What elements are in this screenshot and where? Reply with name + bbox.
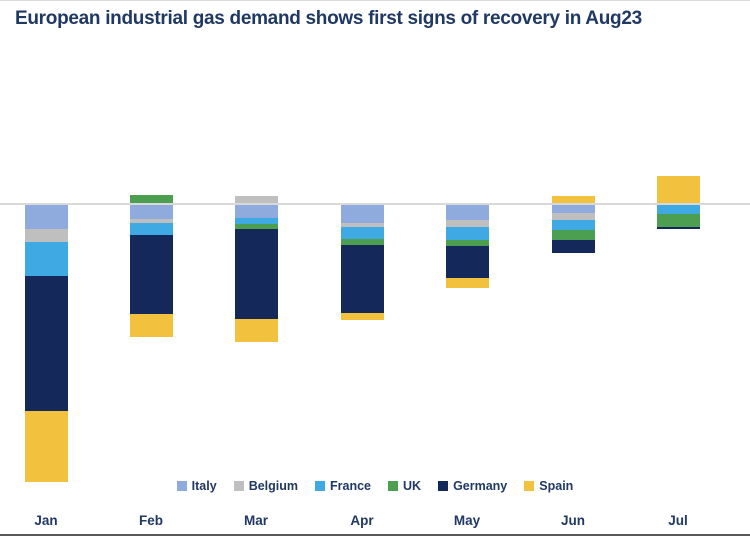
bar-jul-spain bbox=[656, 176, 700, 204]
bar-jun-france bbox=[551, 220, 595, 230]
bar-jan-spain bbox=[24, 411, 68, 482]
bar-mar-italy bbox=[234, 204, 278, 218]
legend-item-spain: Spain bbox=[524, 479, 573, 493]
legend-swatch-italy bbox=[176, 481, 187, 491]
x-label-may: May bbox=[453, 513, 481, 528]
bar-may-france bbox=[445, 227, 489, 240]
bar-may-spain bbox=[445, 278, 489, 288]
bar-feb-belgium bbox=[129, 219, 173, 223]
bar-jul-uk bbox=[656, 214, 700, 227]
bar-may-belgium bbox=[445, 220, 489, 227]
bar-may-italy bbox=[445, 204, 489, 220]
x-label-apr: Apr bbox=[350, 513, 374, 528]
bar-mar-belgium bbox=[234, 196, 278, 204]
chart-title: European industrial gas demand shows fir… bbox=[15, 8, 642, 29]
legend-item-uk: UK bbox=[388, 479, 421, 493]
x-label-mar: Mar bbox=[243, 513, 269, 528]
legend-label-germany: Germany bbox=[453, 479, 508, 493]
x-label-jan: Jan bbox=[34, 513, 58, 528]
bar-feb-uk bbox=[129, 195, 173, 204]
bar-jul-france bbox=[656, 204, 700, 214]
bar-may-germany bbox=[445, 246, 489, 278]
bar-apr-uk bbox=[340, 239, 384, 245]
bar-jun-uk bbox=[551, 230, 595, 240]
x-label-jul: Jul bbox=[668, 513, 688, 528]
bar-feb-germany bbox=[129, 235, 173, 314]
legend-label-france: France bbox=[330, 479, 371, 493]
legend-label-uk: UK bbox=[403, 479, 422, 493]
legend: Italy Belgium France UK Germany Spain bbox=[0, 479, 750, 493]
legend-label-spain: Spain bbox=[539, 479, 574, 493]
bar-jun-spain bbox=[551, 196, 595, 204]
bar-apr-germany bbox=[340, 245, 384, 313]
bar-jun-belgium bbox=[551, 213, 595, 220]
bar-mar-uk bbox=[234, 224, 278, 229]
bar-jan-france bbox=[24, 242, 68, 276]
legend-item-belgium: Belgium bbox=[233, 479, 298, 493]
bar-jan-italy bbox=[24, 204, 68, 229]
legend-swatch-belgium bbox=[233, 481, 244, 491]
bar-may-uk bbox=[445, 240, 489, 246]
zero-axis-line bbox=[0, 203, 750, 205]
bar-jan-germany bbox=[24, 276, 68, 411]
legend-item-france: France bbox=[315, 479, 371, 493]
x-label-feb: Feb bbox=[138, 513, 164, 528]
bar-apr-italy bbox=[340, 204, 384, 223]
x-label-jun: Jun bbox=[560, 513, 586, 528]
legend-swatch-uk bbox=[388, 481, 398, 491]
legend-swatch-france bbox=[315, 481, 325, 491]
bar-feb-spain bbox=[129, 314, 173, 337]
legend-swatch-germany bbox=[438, 481, 449, 491]
legend-label-belgium: Belgium bbox=[248, 479, 298, 493]
legend-item-germany: Germany bbox=[438, 479, 507, 493]
bottom-border bbox=[0, 534, 750, 536]
bar-feb-italy bbox=[129, 204, 173, 219]
bar-jun-italy bbox=[551, 204, 595, 213]
bar-apr-france bbox=[340, 227, 384, 239]
bar-jul-germany bbox=[656, 227, 700, 229]
legend-label-italy: Italy bbox=[191, 479, 217, 493]
bar-apr-spain bbox=[340, 313, 384, 320]
bar-mar-spain bbox=[234, 319, 278, 342]
legend-item-italy: Italy bbox=[176, 479, 217, 493]
bar-jan-belgium bbox=[24, 229, 68, 242]
bar-apr-belgium bbox=[340, 223, 384, 227]
bar-mar-germany bbox=[234, 229, 278, 319]
bar-feb-france bbox=[129, 223, 173, 235]
bar-mar-france bbox=[234, 218, 278, 224]
bar-jun-germany bbox=[551, 240, 595, 253]
legend-swatch-spain bbox=[524, 481, 535, 491]
